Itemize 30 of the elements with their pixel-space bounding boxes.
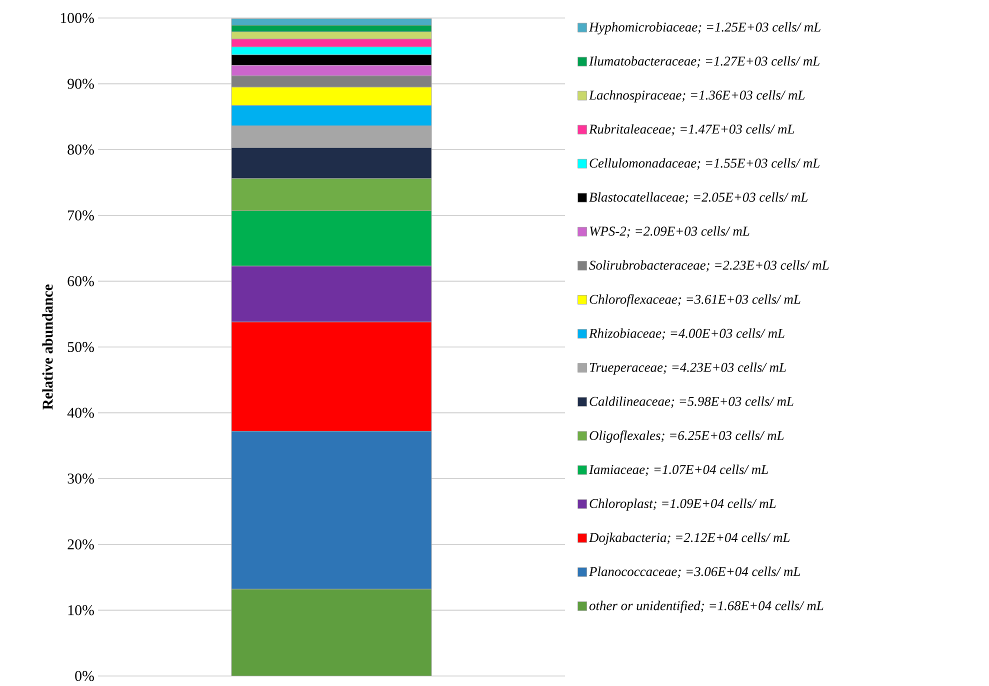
legend-label: Caldilineaceae; =5.98E+03 cells/ mL [590, 396, 794, 408]
legend-label: Rhizobiaceae; =4.00E+03 cells/ mL [588, 328, 784, 340]
legend-label: Iamiaceae; =1.07E+04 cells/ mL [588, 464, 768, 476]
legend-label: Cellulomonadaceae; =1.55E+03 cells/ mL [590, 158, 820, 170]
legend-label: Rubritaleaceae; =1.47E+03 cells/ mL [588, 124, 794, 136]
y-tick-label: 80% [68, 144, 94, 155]
legend-label: Oligoflexales; =6.25E+03 cells/ mL [590, 430, 784, 443]
legend-label: Chloroflexaceae; =3.61E+03 cells/ mL [590, 294, 800, 307]
legend-label: Lachnospiraceae; =1.36E+03 cells/ mL [588, 90, 805, 102]
legend-label: Trueperaceae; =4.23E+03 cells/ mL [590, 362, 786, 375]
y-tick-label: 40% [67, 408, 94, 418]
legend-label: Ilumatobacteraceae; =1.27E+03 cells/ mL [588, 56, 820, 68]
legend-label: Solirubrobacteraceae; =2.23E+03 cells/ mL [589, 260, 829, 272]
y-tick-label: 10% [68, 605, 94, 616]
y-tick-label: 70% [68, 210, 94, 220]
y-tick-label: 0% [75, 670, 94, 682]
y-tick-label: 60% [68, 276, 94, 286]
y-tick-label: 90% [68, 78, 94, 89]
y-axis-title: Relative abundance [42, 284, 53, 410]
y-tick-label: 100% [60, 12, 94, 24]
y-tick-label: 50% [68, 342, 94, 352]
legend-label: Chloroplast; =1.09E+04 cells/ mL [590, 498, 776, 511]
legend-label: Planococcaceae; =3.06E+04 cells/ mL [588, 566, 800, 578]
legend-label: Dojkabacteria; =2.12E+04 cells/ mL [588, 532, 790, 545]
y-tick-label: 20% [68, 539, 94, 550]
legend-label: other or unidentified; =1.68E+04 cells/ mL [589, 600, 824, 613]
legend-label: WPS-2; =2.09E+03 cells/ mL [590, 226, 750, 238]
legend-label: Blastocatellaceae; =2.05E+03 cells/ mL [589, 192, 808, 204]
legend-label: Hyphomicrobiaceae; =1.25E+03 cells/ mL [588, 22, 820, 34]
y-tick-label: 30% [68, 474, 94, 484]
